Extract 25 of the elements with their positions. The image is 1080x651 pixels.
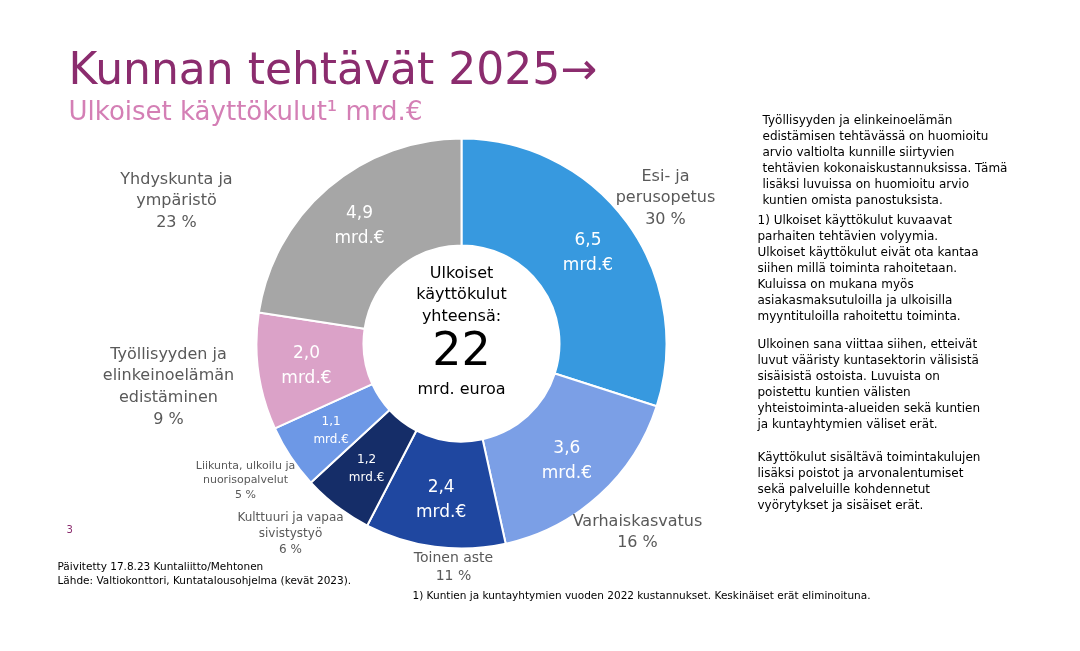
- data-label: 1,2 mrd.€: [348, 452, 385, 484]
- text: Päivitetty 17.8.23 Kuntaliitto/Mehtonen: [57, 559, 264, 572]
- slice-label: Esi- ja perusopetus 30 %: [615, 165, 716, 229]
- slice-label: Yhdyskunta ja ympäristö 23 %: [119, 168, 233, 232]
- text: mrd. euroa: [417, 378, 506, 398]
- chart-title: Kunnan tehtävät 2025→: [68, 42, 598, 94]
- data-label: 1,1 mrd.€: [313, 414, 349, 446]
- text: Työllisyyden ja elinkeinoelämän edistämisen tehtävässä on huomioitu arvio valtiolta kunnille siirtyvien tehtävien kokonaiskustannuksissa. Tämä lisäksi luvuissa on huomioitu arvio kuntien omista panostuksista.: [761, 112, 1008, 207]
- data-label: 2,0 mrd.€: [281, 342, 332, 388]
- text: Ulkoinen sana viittaa siihen, etteivät luvut vääristy kuntasektorin välisistä sisäisistä ostoista. Luvuista on poistettu kuntien välisten yhteistoiminta-alueiden sekä kuntien ja kuntayhtymien väliset erät.: [756, 336, 981, 431]
- text: 1) Kuntien ja kuntayhtymien vuoden 2022 kustannukset. Keskinäiset erät eliminoituna.: [412, 588, 871, 601]
- data-label: 3,6 mrd.€: [541, 436, 592, 482]
- chart-subtitle: Ulkoiset käyttökulut¹ mrd.€: [68, 95, 423, 126]
- text: 1) Ulkoiset käyttökulut kuvaavat parhaiten tehtävien volyymia. Ulkoiset käyttökulut eivät ota kantaa siihen millä toiminta rahoitetaan. Kuluissa on mukana myös asiakasmaksutuloilla ja ulkoisilla myyntituloilla rahoitettu toiminta.: [757, 212, 979, 324]
- data-label: 4,9 mrd.€: [334, 202, 385, 248]
- slice-label: Varhaiskasvatus 16 %: [572, 510, 703, 552]
- slice-label: Kulttuuri ja vapaa sivistystyö 6 %: [237, 509, 344, 556]
- text: Käyttökulut sisältävä toimintakulujen lisäksi poistot ja arvonalentumiset sekä palveluille kohdennetut vyörytykset ja sisäiset erät.: [757, 449, 981, 512]
- text: Lähde: Valtiokonttori, Kuntatalousohjelma (kevät 2023).: [57, 573, 352, 586]
- slice-label: Liikunta, ulkoilu ja nuorisopalvelut 5 %: [195, 458, 296, 502]
- data-label: 6,5 mrd.€: [562, 228, 614, 274]
- data-label: 2,4 mrd.€: [416, 476, 467, 522]
- slice-label: Työllisyyden ja elinkeinoelämän edistäminen 9 %: [102, 343, 235, 429]
- text: 3: [66, 523, 73, 535]
- slice-label: Toinen aste 11 %: [412, 548, 494, 583]
